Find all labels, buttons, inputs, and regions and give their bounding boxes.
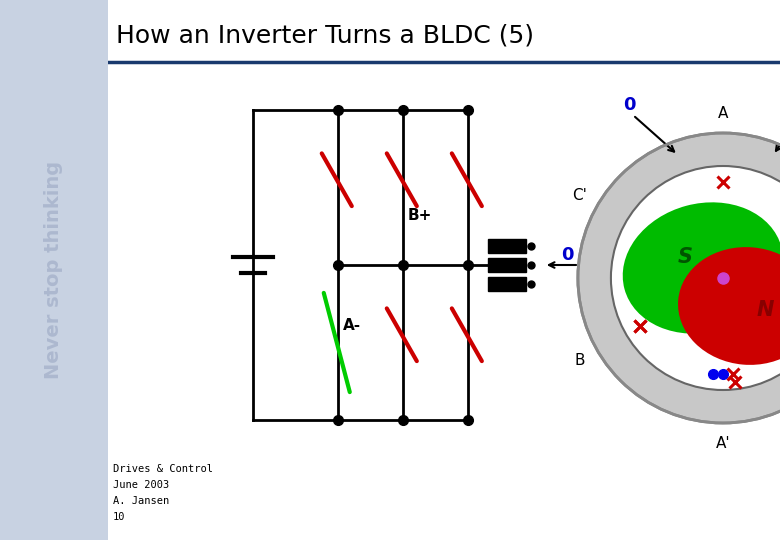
Ellipse shape xyxy=(622,202,780,334)
Text: C': C' xyxy=(573,188,587,203)
Text: Drives & Control: Drives & Control xyxy=(112,464,213,474)
Text: 10: 10 xyxy=(112,512,125,522)
Text: N: N xyxy=(757,300,774,320)
Bar xyxy=(488,258,526,272)
Text: S: S xyxy=(678,247,693,267)
Text: B+: B+ xyxy=(408,207,432,222)
Text: Infineon: Infineon xyxy=(56,37,105,46)
Bar xyxy=(488,239,526,253)
Text: 0: 0 xyxy=(561,246,573,264)
Text: A. Jansen: A. Jansen xyxy=(112,496,169,506)
Circle shape xyxy=(611,166,780,390)
Text: Never stop thinking: Never stop thinking xyxy=(44,161,63,379)
Text: technologies: technologies xyxy=(56,54,96,59)
Text: June 2003: June 2003 xyxy=(112,480,169,490)
Bar xyxy=(488,277,526,291)
Text: How an Inverter Turns a BLDC (5): How an Inverter Turns a BLDC (5) xyxy=(115,24,534,48)
Text: A': A' xyxy=(716,435,730,450)
Text: A-: A- xyxy=(342,318,361,333)
Text: A: A xyxy=(718,105,729,120)
Circle shape xyxy=(578,133,780,423)
Text: 0: 0 xyxy=(623,96,636,114)
Text: B: B xyxy=(575,353,585,368)
Ellipse shape xyxy=(678,247,780,365)
